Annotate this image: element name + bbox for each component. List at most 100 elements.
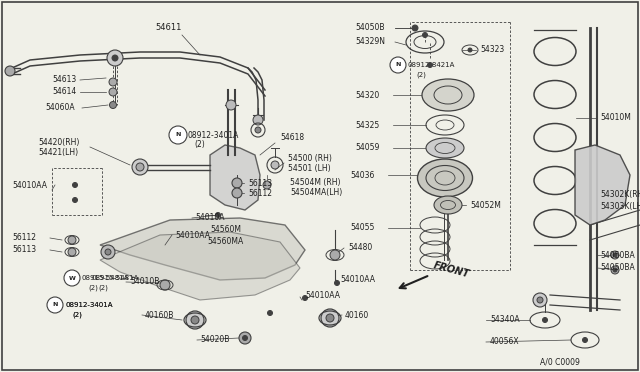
Circle shape — [335, 280, 339, 285]
Circle shape — [428, 62, 433, 67]
Text: 54421(LH): 54421(LH) — [38, 148, 78, 157]
Text: (2): (2) — [72, 312, 82, 318]
Ellipse shape — [417, 159, 472, 197]
Text: 54010B: 54010B — [130, 278, 159, 286]
Text: 54050B: 54050B — [355, 23, 385, 32]
Circle shape — [611, 251, 619, 259]
Circle shape — [255, 127, 261, 133]
Circle shape — [326, 314, 334, 322]
Text: (2): (2) — [98, 285, 108, 291]
Text: N: N — [52, 302, 58, 308]
Polygon shape — [100, 218, 305, 280]
Text: 08912-3401A: 08912-3401A — [65, 302, 113, 308]
Text: 54500 (RH): 54500 (RH) — [288, 154, 332, 163]
Circle shape — [271, 161, 279, 169]
Text: 54614: 54614 — [52, 87, 76, 96]
Circle shape — [68, 236, 76, 244]
Text: 54320: 54320 — [355, 90, 380, 99]
Circle shape — [613, 253, 617, 257]
Text: A/0 C0009: A/0 C0009 — [540, 357, 580, 366]
Circle shape — [169, 126, 187, 144]
Text: 54036: 54036 — [350, 170, 374, 180]
Text: 54325: 54325 — [355, 121, 380, 129]
Circle shape — [216, 212, 221, 218]
Circle shape — [64, 270, 80, 286]
Text: N: N — [396, 62, 401, 67]
Circle shape — [422, 32, 428, 38]
Text: (2): (2) — [88, 285, 98, 291]
Circle shape — [226, 100, 236, 110]
Circle shape — [101, 245, 115, 259]
Text: 54055: 54055 — [350, 224, 374, 232]
Text: 54480: 54480 — [348, 244, 372, 253]
Text: 08912-3401A: 08912-3401A — [188, 131, 239, 140]
Text: FRONT: FRONT — [432, 260, 470, 280]
Circle shape — [186, 311, 204, 329]
Text: 54010A: 54010A — [195, 214, 225, 222]
Circle shape — [105, 249, 111, 255]
Circle shape — [109, 88, 117, 96]
Text: (2): (2) — [416, 72, 426, 78]
Text: 54052M: 54052M — [470, 201, 501, 209]
Circle shape — [390, 57, 406, 73]
Circle shape — [537, 297, 543, 303]
Text: 54050BA: 54050BA — [600, 263, 635, 273]
Circle shape — [321, 309, 339, 327]
Text: 54010AA: 54010AA — [12, 180, 47, 189]
Text: 54611: 54611 — [155, 23, 181, 32]
Circle shape — [533, 293, 547, 307]
Circle shape — [243, 336, 248, 340]
Circle shape — [109, 102, 116, 109]
Circle shape — [132, 159, 148, 175]
Text: 54050BA: 54050BA — [600, 250, 635, 260]
Text: 40160: 40160 — [345, 311, 369, 320]
Text: 56112: 56112 — [248, 189, 272, 198]
Text: 54504M (RH): 54504M (RH) — [290, 179, 340, 187]
Text: 40160B: 40160B — [145, 311, 174, 320]
Ellipse shape — [422, 79, 474, 111]
Circle shape — [232, 188, 242, 198]
Circle shape — [160, 280, 170, 290]
Text: 54329N: 54329N — [355, 38, 385, 46]
Text: 54060A: 54060A — [45, 103, 75, 112]
Text: 08915-5481A: 08915-5481A — [92, 275, 140, 281]
Circle shape — [330, 250, 340, 260]
Circle shape — [191, 316, 199, 324]
Text: 40056X: 40056X — [490, 337, 520, 346]
Text: 54560MA: 54560MA — [207, 237, 243, 247]
Polygon shape — [575, 145, 630, 225]
Circle shape — [68, 248, 76, 256]
Circle shape — [112, 55, 118, 61]
Circle shape — [412, 25, 418, 31]
Text: N: N — [175, 132, 180, 138]
Polygon shape — [210, 145, 260, 210]
Circle shape — [136, 163, 144, 171]
Circle shape — [268, 311, 273, 315]
Text: 56112: 56112 — [12, 234, 36, 243]
Circle shape — [582, 337, 588, 343]
Text: (2): (2) — [194, 141, 205, 150]
Text: 54020B: 54020B — [200, 336, 229, 344]
Circle shape — [263, 181, 271, 189]
Polygon shape — [100, 232, 300, 300]
Text: 54504MA(LH): 54504MA(LH) — [290, 189, 342, 198]
Text: 54302K(RH): 54302K(RH) — [600, 190, 640, 199]
Text: 54501 (LH): 54501 (LH) — [288, 164, 331, 173]
Circle shape — [5, 66, 15, 76]
Circle shape — [253, 115, 263, 125]
Text: 54059: 54059 — [355, 144, 380, 153]
Circle shape — [109, 78, 117, 86]
Text: 54323: 54323 — [480, 45, 504, 55]
Circle shape — [543, 317, 547, 323]
Text: W: W — [68, 276, 76, 280]
Text: 08912-8421A: 08912-8421A — [408, 62, 456, 68]
Text: 08915-5481A: 08915-5481A — [82, 275, 129, 281]
Circle shape — [72, 183, 77, 187]
Circle shape — [107, 50, 123, 66]
Circle shape — [239, 332, 251, 344]
Text: 54618: 54618 — [280, 134, 304, 142]
Ellipse shape — [434, 196, 462, 214]
Circle shape — [47, 297, 63, 313]
Text: 54613: 54613 — [52, 76, 76, 84]
Text: (2): (2) — [72, 312, 82, 318]
